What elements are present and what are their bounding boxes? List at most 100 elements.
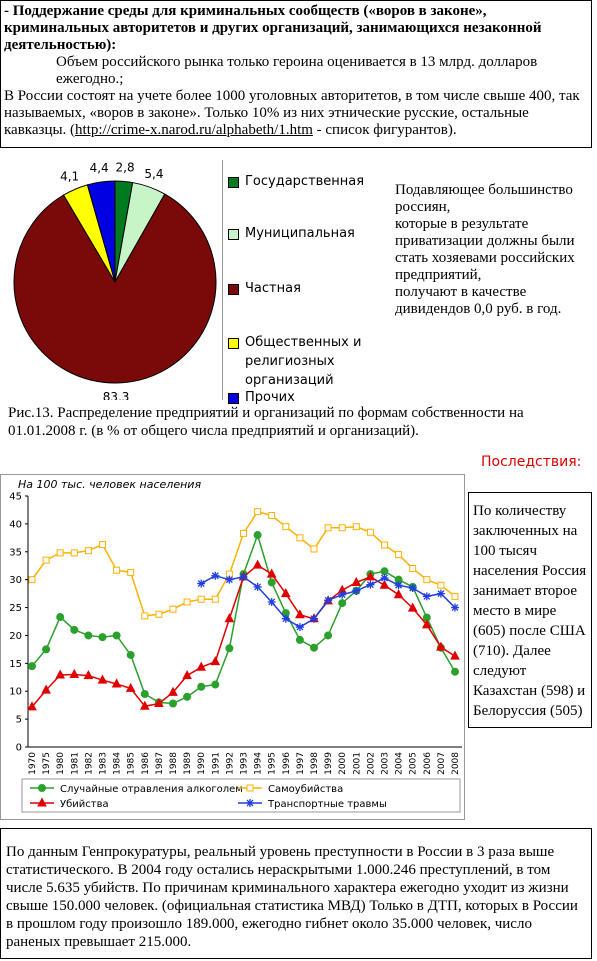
- marker: [352, 523, 360, 531]
- marker: [210, 656, 221, 666]
- marker: [141, 612, 149, 620]
- note-line: стать хозяевами российских: [395, 250, 575, 266]
- x-tick-label: 1970: [28, 752, 38, 775]
- marker: [253, 582, 262, 591]
- marker: [380, 573, 389, 582]
- marker: [155, 610, 163, 618]
- link[interactable]: http://crime-x.narod.ru/alphabeth/1.htm: [75, 122, 313, 138]
- x-tick-label: 1993: [240, 752, 250, 775]
- y-tick-label: 45: [9, 492, 22, 503]
- marker: [422, 592, 431, 601]
- text: - список фигурантов).: [312, 122, 457, 138]
- marker: [267, 597, 276, 606]
- note-line: дивидендов 0,0 руб. в год.: [395, 301, 562, 317]
- x-tick-label: 2004: [395, 752, 405, 775]
- caption: Рис.13. Распределение предприятий и орга…: [8, 405, 524, 439]
- note-line: получают в качестве: [395, 284, 527, 300]
- pie-slice: [86, 180, 116, 283]
- legend-label: Случайные отравления алкоголем: [60, 784, 243, 795]
- note-line: приватизации должны были: [395, 233, 575, 249]
- marker: [28, 662, 36, 671]
- x-tick-label: 1995: [268, 752, 278, 775]
- legend-label: Убийства: [60, 799, 109, 810]
- x-tick-label: 1986: [141, 752, 151, 775]
- marker: [41, 684, 51, 694]
- marker: [324, 524, 332, 532]
- pie-label: 4,1: [60, 169, 79, 183]
- top-box: - Поддержание среды для криминальных соо…: [0, 0, 592, 148]
- marker: [451, 667, 459, 676]
- marker: [83, 670, 94, 680]
- marker: [239, 572, 248, 581]
- marker: [338, 590, 347, 599]
- x-tick-label: 1999: [324, 752, 334, 775]
- marker: [70, 549, 78, 557]
- legend-swatch: [228, 284, 239, 295]
- marker: [169, 699, 177, 708]
- marker: [451, 603, 459, 612]
- marker: [56, 549, 64, 557]
- x-tick-label: 1982: [84, 752, 94, 775]
- x-tick-label: 2003: [381, 752, 391, 775]
- x-tick-label: 2000: [338, 752, 348, 775]
- marker: [69, 668, 80, 678]
- marker: [267, 578, 276, 587]
- legend-label: Частная: [245, 281, 301, 296]
- marker: [139, 700, 150, 710]
- marker: [338, 599, 347, 608]
- x-tick-label: 1987: [155, 752, 165, 775]
- x-tick-label: 1984: [113, 752, 123, 775]
- y-tick-label: 30: [9, 575, 22, 586]
- marker: [408, 584, 417, 593]
- x-tick-label: 2006: [423, 752, 433, 775]
- x-tick-label: 1990: [197, 752, 207, 775]
- legend-label: Муниципальная: [245, 226, 355, 241]
- consequences: Последствия:: [481, 454, 582, 470]
- legend-label: Общественных и религиозных организаций: [245, 335, 362, 388]
- x-tick-label: 2001: [352, 752, 362, 775]
- legend-label: Государственная: [245, 174, 365, 189]
- legend-label: Самоубийства: [268, 784, 343, 795]
- marker: [225, 575, 234, 584]
- marker: [225, 644, 234, 653]
- bottom-box: По данным Генпрокуратуры, реальный урове…: [0, 828, 592, 959]
- marker: [324, 631, 333, 640]
- marker: [42, 556, 50, 564]
- legend-swatch: [228, 338, 239, 349]
- legend-border: [222, 160, 223, 400]
- marker: [393, 589, 404, 599]
- marker: [112, 631, 121, 640]
- marker: [450, 650, 460, 660]
- pie-slice: [13, 193, 217, 384]
- text: В России состоят на учете более 1000 уго…: [4, 88, 580, 138]
- note-line: предприятий,: [395, 267, 482, 283]
- marker: [42, 645, 51, 654]
- marker: [197, 682, 206, 691]
- x-tick-label: 1991: [211, 752, 221, 775]
- marker: [407, 602, 418, 612]
- marker: [126, 650, 135, 659]
- x-tick-label: 2008: [451, 752, 461, 775]
- marker: [84, 547, 92, 555]
- marker: [211, 680, 220, 689]
- marker: [295, 635, 304, 644]
- marker: [253, 531, 262, 540]
- x-tick-label: 2005: [409, 752, 419, 775]
- x-tick-label: 1988: [169, 752, 179, 775]
- side-note: По количеству заключенных на 100 тысяч н…: [468, 492, 592, 728]
- marker: [168, 686, 178, 696]
- marker: [436, 589, 445, 598]
- marker: [211, 595, 219, 603]
- marker: [436, 641, 446, 651]
- x-tick-label: 2002: [366, 752, 376, 775]
- marker: [282, 523, 290, 531]
- marker: [310, 545, 318, 553]
- pie-label: 5,4: [144, 167, 163, 181]
- marker: [197, 579, 206, 588]
- marker: [409, 565, 417, 573]
- note-line: россиян,: [395, 199, 451, 215]
- marker: [70, 625, 79, 634]
- x-tick-label: 1992: [225, 752, 235, 775]
- note-line: которые в результате: [395, 216, 529, 232]
